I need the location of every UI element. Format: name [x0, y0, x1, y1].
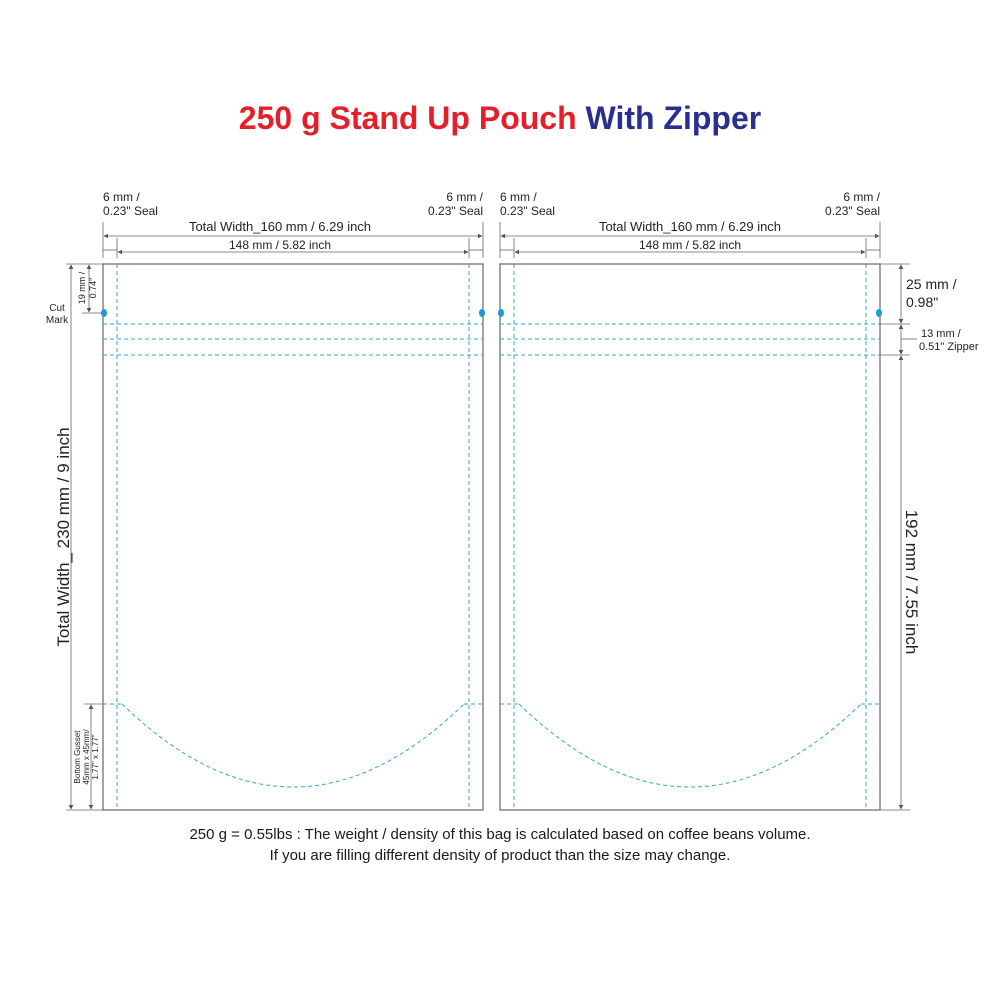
title-blue-part: With Zipper: [585, 100, 762, 136]
cut-mark-label-1: Cut: [49, 303, 65, 314]
left-seal-left-label-1: 6 mm /: [103, 190, 140, 204]
footnote: 250 g = 0.55lbs : The weight / density o…: [0, 824, 1000, 866]
right-zipper-label-2: 0.51" Zipper: [919, 341, 979, 353]
left-top-dim-label-1: 19 mm /: [77, 271, 87, 304]
gusset-label-3: 1.77" x 1.77": [91, 734, 100, 779]
right-pouch-panel: 6 mm / 0.23" Seal 6 mm / 0.23" Seal Tota…: [498, 190, 979, 811]
left-cut-mark-dot-left: [101, 309, 107, 317]
right-inner-width-label: 148 mm / 5.82 inch: [639, 238, 741, 252]
left-top-dim-label-2: 0.74": [88, 278, 98, 299]
left-total-height-label: Total Width_ 230 mm / 9 inch: [54, 427, 73, 646]
gusset-label-2: 45mm x 45mm/: [82, 729, 91, 785]
right-seal-right-label-2: 0.23" Seal: [825, 204, 880, 218]
right-seal-left-label-1: 6 mm /: [500, 190, 537, 204]
right-zipper-label-1: 13 mm /: [921, 328, 962, 340]
title-red-part: 250 g Stand Up Pouch: [238, 100, 577, 136]
footnote-line-1: 250 g = 0.55lbs : The weight / density o…: [189, 826, 811, 843]
left-seal-right-label-2: 0.23" Seal: [428, 204, 483, 218]
right-body-height-label: 192 mm / 7.55 inch: [902, 510, 921, 655]
left-seal-left-label-2: 0.23" Seal: [103, 204, 158, 218]
left-total-width-label: Total Width_160 mm / 6.29 inch: [189, 219, 371, 234]
cut-mark-label-2: Mark: [46, 315, 69, 326]
left-cut-mark-dot-right: [479, 309, 485, 317]
right-gusset-curve: [518, 703, 862, 788]
footnote-line-2: If you are filling different density of …: [269, 847, 731, 864]
right-top-dim-label-2: 0.98": [906, 294, 938, 310]
right-cut-mark-dot-left: [498, 309, 504, 317]
right-cut-mark-dot-right: [876, 309, 882, 317]
left-pouch-outline: [102, 263, 484, 811]
right-seal-right-label-1: 6 mm /: [843, 190, 880, 204]
left-inner-width-label: 148 mm / 5.82 inch: [229, 238, 331, 252]
diagram-title: 250 g Stand Up Pouch With Zipper: [0, 100, 1000, 137]
gusset-label-1: Bottom Gusset: [73, 730, 82, 784]
right-total-width-label: Total Width_160 mm / 6.29 inch: [599, 219, 781, 234]
right-top-dim-label-1: 25 mm /: [906, 276, 957, 292]
left-pouch-panel: 6 mm / 0.23" Seal 6 mm / 0.23" Seal Tota…: [46, 190, 485, 811]
left-gusset-curve: [121, 703, 465, 788]
left-seal-right-label-1: 6 mm /: [446, 190, 483, 204]
right-seal-left-label-2: 0.23" Seal: [500, 204, 555, 218]
right-pouch-outline: [499, 263, 881, 811]
